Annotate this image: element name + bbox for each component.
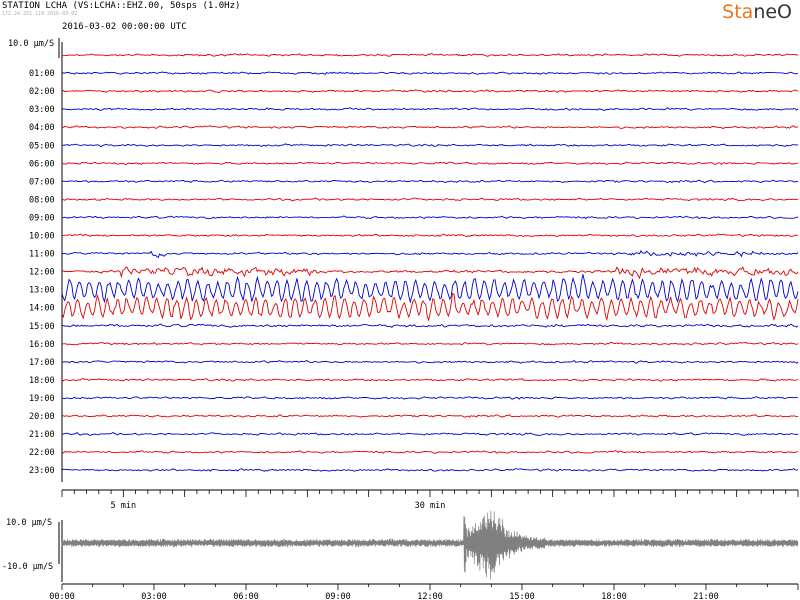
row-label: 11:00 [29, 250, 55, 260]
trace-row [61, 89, 799, 94]
row-label: 22:00 [29, 448, 55, 458]
row-label: 20:00 [29, 412, 55, 422]
row-label: 04:00 [29, 123, 55, 133]
helicorder-x-tick-label: 5 min [111, 501, 137, 511]
summary-x-tick-label: 15:00 [509, 592, 535, 600]
summary-x-tick-label: 18:00 [601, 592, 627, 600]
trace-row [61, 414, 799, 418]
row-label: 12:00 [29, 268, 55, 278]
network-note: 172.24.251.119 2016-03-02 [2, 11, 78, 17]
trace-row [61, 292, 799, 322]
trace-row [61, 143, 799, 148]
trace-row [61, 53, 799, 57]
summary-x-tick-label: 06:00 [233, 592, 259, 600]
trace-row [61, 266, 799, 280]
logo-part-neo: neO [753, 1, 792, 23]
trace-row [61, 197, 799, 202]
row-label: 21:00 [29, 430, 55, 440]
trace-row [61, 250, 799, 259]
summary-x-tick-label: 21:00 [693, 592, 719, 600]
row-label: 16:00 [29, 340, 55, 350]
row-label: 05:00 [29, 141, 55, 151]
trace-row [61, 107, 799, 111]
row-label: 07:00 [29, 177, 55, 187]
row-label: 06:00 [29, 159, 55, 169]
trace-row [61, 450, 799, 454]
summary-x-tick-label: 09:00 [325, 592, 351, 600]
row-label: 14:00 [29, 304, 55, 314]
row-label: 23:00 [29, 466, 55, 476]
trace-row [61, 274, 799, 304]
trace-row [61, 179, 799, 184]
row-label: 19:00 [29, 394, 55, 404]
summary-y-label-bottom: -10.0 μm/S [2, 562, 53, 572]
summary-x-tick-label: 12:00 [417, 592, 443, 600]
summary-y-label-top: 10.0 μm/S [6, 518, 52, 528]
trace-row [62, 215, 799, 220]
trace-row [62, 125, 799, 130]
row-label: 10:00 [29, 232, 55, 242]
trace-row [61, 161, 799, 166]
row-label: 03:00 [29, 105, 55, 115]
row-label: 18:00 [29, 376, 55, 386]
station-header: STATION LCHA (VS:LCHA::EHZ.00, 50sps (1.… [2, 1, 241, 11]
helicorder-x-tick-label: 30 min [415, 501, 446, 511]
logo-part-sta: Sta [722, 1, 754, 23]
row-label: 02:00 [29, 87, 55, 97]
row-label: 15:00 [29, 322, 55, 332]
summary-x-tick-label: 03:00 [141, 592, 167, 600]
staneo-logo: StaneO [722, 0, 792, 24]
trace-row [62, 431, 799, 436]
trace-row [61, 468, 799, 472]
trace-row [61, 377, 799, 382]
summary-x-tick-label: 00:00 [49, 592, 75, 600]
trace-row [61, 233, 799, 238]
trace-row [61, 359, 799, 364]
summary-waveform [61, 510, 799, 580]
trace-row [61, 396, 799, 400]
row-label: 01:00 [29, 69, 55, 79]
trace-row [61, 341, 799, 346]
trace-row [61, 71, 799, 75]
row-label: 13:00 [29, 286, 55, 296]
row-label: 17:00 [29, 358, 55, 368]
row-label: 08:00 [29, 195, 55, 205]
row-label: 09:00 [29, 213, 55, 223]
helicorder-scale-label: 10.0 μm/S [8, 39, 54, 49]
start-time: 2016-03-02 00:00:00 UTC [62, 22, 187, 32]
trace-row [61, 323, 799, 329]
